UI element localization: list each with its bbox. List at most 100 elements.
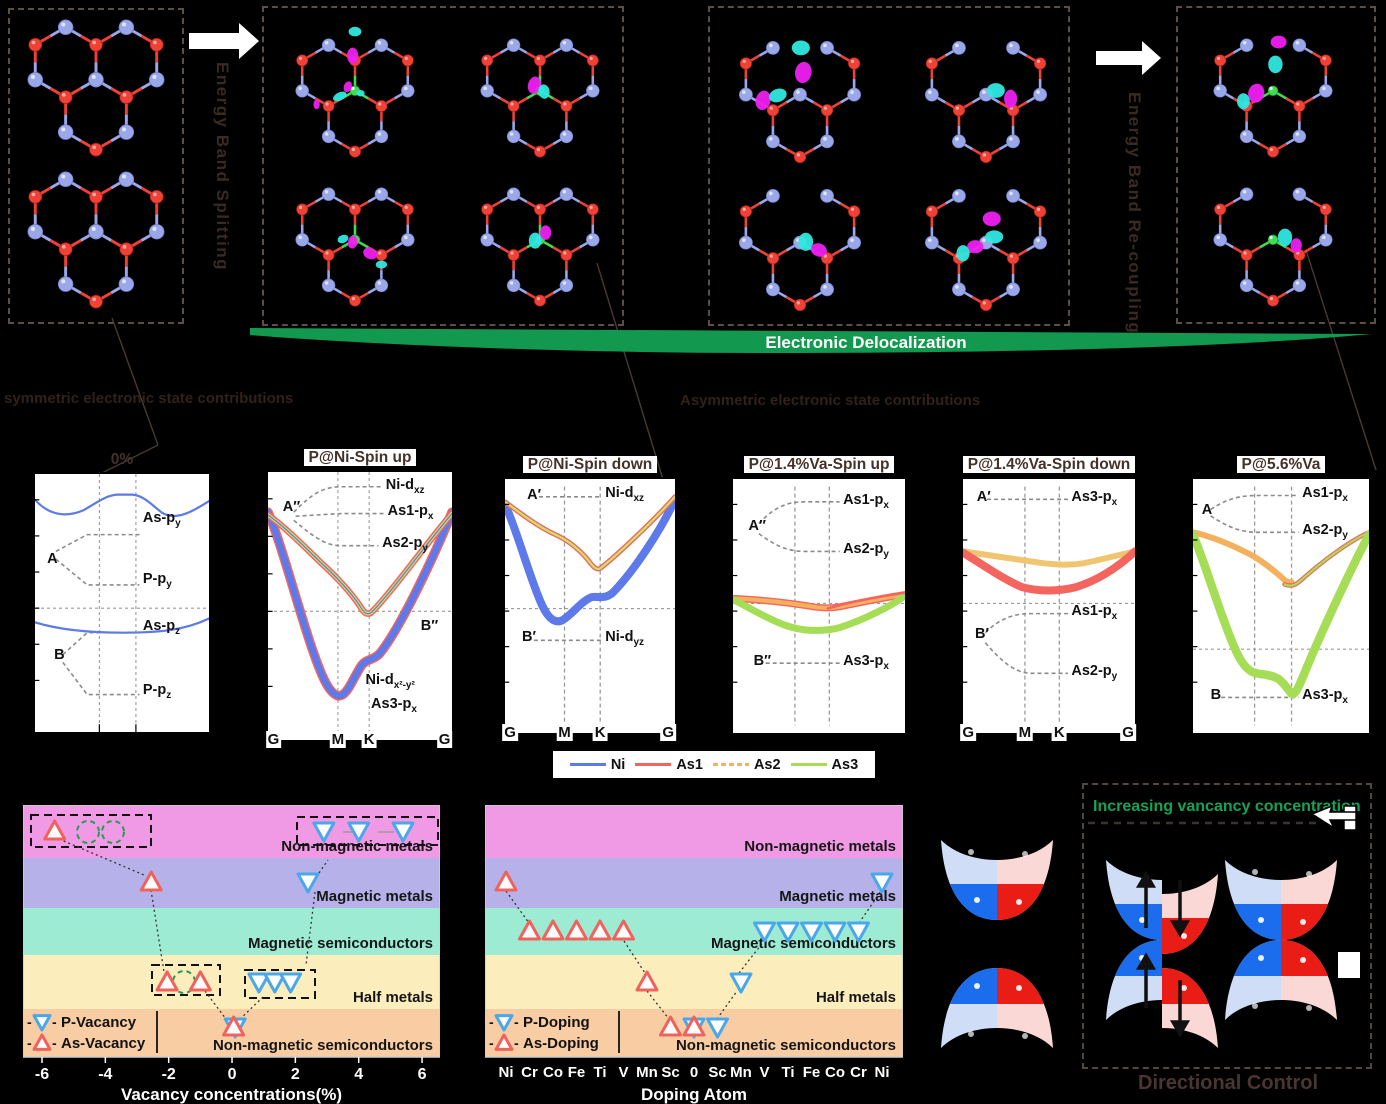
scatter-marker (612, 919, 635, 941)
orbital-lobe-magenta (313, 99, 320, 110)
in-plot-legend: - - P-Vacancy- - As-Vacancy (27, 1011, 158, 1053)
scatter-marker (32, 1033, 52, 1051)
asymmetric-contributions-label: Asymmetric electronic state contribution… (680, 392, 981, 409)
connector-lines (63, 249, 1377, 497)
orbital-lobe-magenta (794, 61, 812, 84)
band-panel-56va: P@5.6%Va (1191, 456, 1371, 735)
recoupled-structure-box (1176, 6, 1376, 324)
crystal-structure (480, 38, 600, 158)
x-category-label: Ni (499, 1064, 514, 1081)
panel-title: P@1.4%Va-Spin down (961, 456, 1137, 474)
band-panel-0pct: 0% (33, 451, 211, 734)
scatter-marker (729, 972, 753, 994)
orbital-lobe-cyan (956, 245, 970, 262)
orbital-lobe-cyan (356, 90, 365, 97)
scatter-marker (823, 921, 847, 943)
x-axis-title: Doping Atom (641, 1085, 747, 1104)
orbital-lobe-magenta (540, 225, 552, 240)
legend-entry: As1 (635, 757, 703, 773)
x-tick-label: 4 (354, 1066, 363, 1083)
scatter-marker (706, 1017, 729, 1039)
svg-text:-: - (27, 1035, 32, 1051)
svg-text:-: - (52, 1035, 57, 1051)
energy-band-recoupling-label: Energy Band Re-coupling (1125, 92, 1144, 335)
scatter-marker (32, 1014, 52, 1032)
x-category-label: Cr (850, 1064, 867, 1081)
orbital-lobe-magenta (755, 90, 771, 111)
orbital-series-legend: Ni As1 As2 As3 (552, 750, 876, 779)
svg-text:-: - (514, 1035, 519, 1051)
band-panel-pni-up: P@Ni-Spin up (265, 449, 454, 748)
orbital-lobe-magenta (347, 235, 358, 249)
k-path-axis: G M K G (265, 731, 453, 748)
crystal-structure (1213, 187, 1333, 307)
crystal-structure (1213, 35, 1333, 158)
gapped-bands-schematic (941, 840, 1053, 920)
crystal-structure (738, 188, 862, 312)
annotation-dashed-box (244, 969, 316, 999)
x-tick-label: -6 (35, 1066, 49, 1083)
x-tick-label: 6 (418, 1066, 427, 1083)
band-panel-14va-up: P@1.4%Va-Spin up (731, 456, 907, 735)
scatter-marker (776, 921, 800, 943)
scatter-marker (494, 1014, 514, 1032)
panel-title: P@Ni-Spin down (503, 456, 677, 474)
orbital-lobe-cyan (985, 230, 1004, 244)
scatter-marker (541, 919, 565, 941)
x-category-label: V (618, 1064, 628, 1081)
x-tick-label: -2 (162, 1066, 176, 1083)
k-path-axis: G M K G (502, 724, 677, 741)
scatter-marker (494, 1033, 514, 1051)
orbital-lobe-magenta (363, 247, 378, 260)
small-label-patch (1338, 952, 1360, 978)
x-category-label: Ni (875, 1064, 890, 1081)
x-category-label: Fe (568, 1064, 586, 1081)
legend-label: As-Doping (523, 1035, 599, 1052)
orbital-lobe-cyan (798, 232, 814, 251)
x-tick-label: 2 (291, 1066, 300, 1083)
panel-title: P@5.6%Va (1191, 456, 1371, 474)
scatter-marker (188, 970, 212, 992)
orbital-lobe-cyan (333, 91, 347, 102)
scatter-marker (391, 821, 415, 843)
region-label: Half metals (816, 989, 896, 1006)
scatter-marker (847, 921, 870, 943)
scatter-marker (659, 1015, 682, 1037)
crystal-structure (924, 188, 1048, 312)
gapless-bands-schematic (1225, 860, 1337, 940)
orbital-lobe-magenta (1248, 83, 1265, 103)
scatter-marker (518, 919, 541, 941)
orbital-lobe-cyan (986, 83, 1005, 98)
doping-phase-chart: Non-magnetic metals Magnetic metals Magnet… (485, 805, 903, 1104)
band-panel-14va-down: P@1.4%Va-Spin down (960, 456, 1137, 741)
orbital-lobe-magenta (347, 47, 359, 64)
orbital-lobe-magenta (967, 240, 984, 254)
legend-entry: As3 (790, 757, 858, 773)
pristine-structure-box (8, 8, 184, 324)
scatter-marker (870, 872, 894, 894)
orbital-lobe-magenta (1004, 89, 1018, 108)
orbital-lobe-cyan (769, 88, 787, 103)
x-category-label: Fe (803, 1064, 821, 1081)
energy-band-splitting-label: Energy Band Splitting (213, 62, 232, 272)
orbital-lobe-cyan (348, 26, 362, 37)
orbital-lobe-magenta (810, 243, 827, 257)
scatter-marker (139, 870, 163, 892)
band-panel-pni-down: P@Ni-Spin down (502, 456, 677, 741)
crystal-structure (295, 187, 415, 307)
region-label: Magnetic metals (316, 888, 433, 905)
scatter-marker (222, 1015, 246, 1037)
orbital-lobe-magenta (1270, 35, 1287, 49)
scatter-marker (155, 970, 179, 992)
band-schematic-layer (930, 780, 1360, 1048)
orbital-lobe-cyan (1268, 55, 1283, 74)
arrow-right-icon (189, 23, 1161, 75)
scatter-marker (247, 972, 271, 994)
scatter-marker (682, 1015, 706, 1037)
crystal-structure (27, 171, 165, 309)
x-category-label: Mn (636, 1064, 658, 1081)
directional-control-label: Directional Control (1138, 1072, 1319, 1094)
orbital-lobe-magenta (343, 81, 353, 93)
